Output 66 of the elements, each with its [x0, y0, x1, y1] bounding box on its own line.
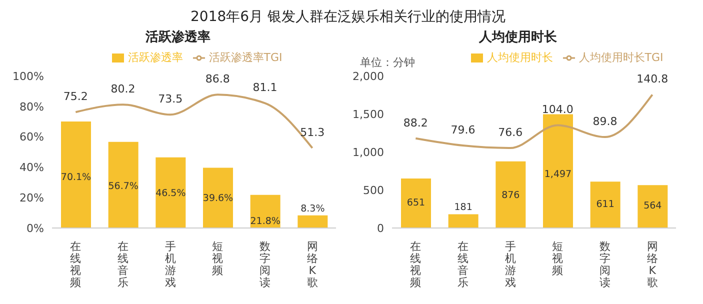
chart-subtitle: 活跃渗透率 — [144, 28, 212, 46]
bar — [108, 142, 138, 228]
data-label: 39.6% — [202, 192, 234, 204]
y-tick-label: 1,000 — [352, 146, 384, 159]
x-tick-label: 在线音乐 — [458, 240, 468, 289]
y-tick-label: 2,000 — [352, 70, 384, 83]
y-tick-label: 80% — [20, 100, 44, 114]
data-label: 564 — [644, 200, 662, 212]
data-label: 86.8 — [205, 72, 230, 86]
y-tick-label: 0% — [26, 222, 44, 235]
legend-label: 人均使用时长 — [486, 51, 553, 64]
y-tick-label: 60% — [20, 130, 44, 144]
legend-label: 人均使用时长TGI — [578, 51, 664, 64]
y-tick-label: 40% — [20, 161, 44, 174]
y-tick-label: 1,500 — [352, 108, 384, 121]
x-tick-label: 网络K歌 — [306, 240, 318, 289]
y-tick-label: 100% — [12, 70, 44, 83]
data-label: 104.0 — [542, 103, 574, 116]
x-tick-label: 手机游戏 — [504, 240, 516, 289]
data-label: 876 — [502, 190, 520, 202]
bar — [543, 114, 573, 228]
y-tick-label: 0 — [377, 222, 384, 235]
bar — [401, 178, 431, 228]
data-label: 1,497 — [544, 168, 572, 180]
data-label: 80.2 — [110, 82, 136, 96]
y-tick-label: 500 — [363, 184, 384, 197]
bar — [298, 215, 328, 228]
bar — [203, 168, 233, 228]
data-label: 46.5% — [156, 188, 186, 200]
x-tick-label: 短视频 — [212, 240, 224, 277]
data-label: 88.2 — [403, 116, 428, 130]
x-tick-label: 数字阅读 — [600, 240, 610, 289]
data-label: 51.3 — [300, 126, 325, 139]
bar — [61, 121, 91, 228]
x-tick-label: 短视频 — [552, 240, 564, 277]
data-label: 21.8% — [250, 216, 280, 227]
x-tick-label: 手机游戏 — [164, 240, 176, 289]
x-tick-label: 数字阅读 — [260, 240, 270, 289]
data-label: 140.8 — [636, 72, 668, 86]
data-label: 75.2 — [63, 90, 88, 104]
data-label: 611 — [596, 199, 614, 210]
x-tick-label: 在线音乐 — [118, 240, 128, 289]
data-label: 76.6 — [498, 126, 523, 139]
x-tick-label: 网络K歌 — [646, 240, 658, 289]
y-tick-label: 20% — [20, 192, 44, 205]
data-label: 56.7% — [108, 181, 138, 192]
data-label: 70.1% — [60, 172, 92, 184]
data-label: 8.3% — [300, 203, 325, 214]
bar — [156, 157, 186, 228]
x-tick-label: 在线视频 — [410, 240, 422, 289]
bar — [638, 185, 668, 228]
legend-label: 活跃渗透率TGI — [208, 51, 282, 64]
data-label: 81.1 — [252, 81, 278, 94]
legend-label: 活跃渗透率 — [128, 51, 183, 64]
bar — [496, 161, 526, 228]
x-tick-label: 在线视频 — [70, 240, 82, 289]
data-label: 79.6 — [450, 124, 476, 137]
bar — [448, 214, 478, 228]
data-label: 73.5 — [158, 92, 183, 106]
chart-subtitle: 人均使用时长 — [478, 29, 558, 46]
chart-title: 2018年6月 银发人群在泛娱乐相关行业的使用情况 — [190, 8, 506, 26]
data-label: 89.8 — [592, 115, 618, 128]
bar — [590, 182, 620, 228]
data-label: 181 — [454, 202, 472, 214]
y-axis-title: 单位：分钟 — [360, 55, 415, 70]
data-label: 651 — [406, 198, 426, 209]
